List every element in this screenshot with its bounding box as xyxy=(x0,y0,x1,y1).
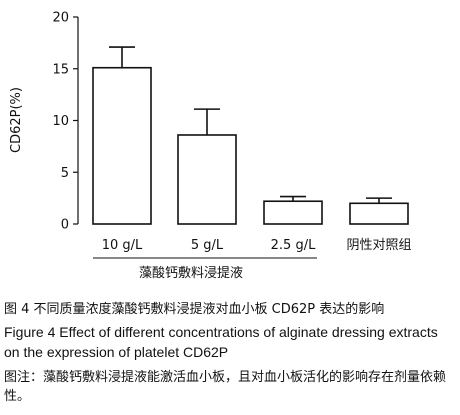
bar xyxy=(177,134,237,225)
figure-caption-en: Figure 4 Effect of different concentrati… xyxy=(4,324,438,360)
x-tick-label: 阴性对照组 xyxy=(346,238,411,253)
y-tick-label: 0 xyxy=(61,218,69,233)
y-tick-label: 20 xyxy=(52,11,69,26)
x-tick-label: 2.5 g/L xyxy=(271,238,316,253)
y-axis-title: CD62P(%) xyxy=(9,87,24,153)
y-axis: 0 5 10 15 20 xyxy=(52,11,79,233)
x-axis-labels: 10 g/L 5 g/L 2.5 g/L 阴性对照组 xyxy=(102,238,412,253)
group-label: 藻酸钙敷料浸提液 xyxy=(139,265,243,281)
y-tick-label: 15 xyxy=(52,62,69,77)
y-tick-label: 10 xyxy=(52,114,69,129)
x-tick-label: 5 g/L xyxy=(191,238,224,253)
bar xyxy=(263,200,323,225)
figure-note: 图注：藻酸钙敷料浸提液能激活血小板，且对血小板活化的影响存在剂量依赖性。 xyxy=(4,370,447,404)
bar-chart: 0 5 10 15 20 10 g/L 5 g/L 2.5 g/L 阴性对照组 CD62P(%… xyxy=(9,11,412,282)
y-tick-label: 5 xyxy=(61,166,69,181)
figure-caption-cn: 图 4 不同质量浓度藻酸钙敷料浸提液对血小板 CD62P 表达的影响 xyxy=(4,302,385,317)
bars xyxy=(92,46,409,225)
x-tick-label: 10 g/L xyxy=(102,238,143,253)
bar xyxy=(92,66,152,225)
bar xyxy=(349,202,409,225)
